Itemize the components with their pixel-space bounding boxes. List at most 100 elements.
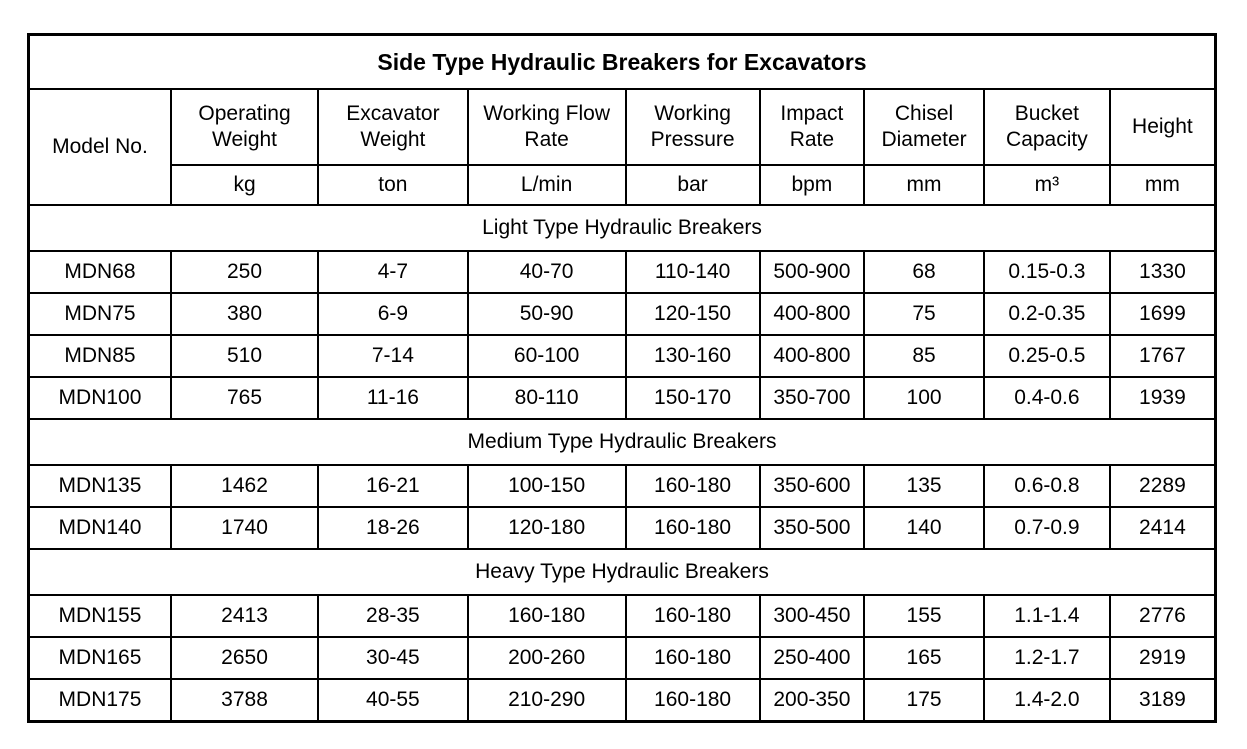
model-no-cell: MDN165 <box>27 636 172 680</box>
spec-value-cell: 2650 <box>169 636 320 680</box>
spec-value-cell: 120-150 <box>624 292 761 336</box>
spec-value-cell: 1939 <box>1108 376 1217 420</box>
header-name-row: Model No. Operating Weight Excavator Wei… <box>27 88 1217 206</box>
col-unit-operating-weight: kg <box>169 164 320 206</box>
spec-value-cell: 1.4-2.0 <box>982 678 1111 723</box>
spec-value-cell: 0.15-0.3 <box>982 250 1111 294</box>
spec-value-cell: 155 <box>863 594 985 638</box>
section-header-row: Heavy Type Hydraulic Breakers <box>27 548 1217 596</box>
spec-value-cell: 380 <box>169 292 320 336</box>
spec-value-cell: 80-110 <box>466 376 627 420</box>
spec-value-cell: 160-180 <box>624 636 761 680</box>
spec-value-cell: 2776 <box>1108 594 1217 638</box>
spec-value-cell: 1.2-1.7 <box>982 636 1111 680</box>
col-unit-working-flow-rate: L/min <box>466 164 627 206</box>
table-row: MDN155 2413 28-35 160-180 160-180 300-450 155 1… <box>27 594 1217 638</box>
spec-value-cell: 2414 <box>1108 506 1217 550</box>
spec-value-cell: 400-800 <box>758 292 866 336</box>
spec-value-cell: 0.2-0.35 <box>982 292 1111 336</box>
col-unit-working-pressure: bar <box>624 164 761 206</box>
col-header-working-pressure: Working Pressure <box>624 88 761 166</box>
spec-value-cell: 200-260 <box>466 636 627 680</box>
spec-value-cell: 765 <box>169 376 320 420</box>
spec-value-cell: 40-55 <box>317 678 469 723</box>
spec-value-cell: 30-45 <box>317 636 469 680</box>
spec-value-cell: 2919 <box>1108 636 1217 680</box>
spec-value-cell: 85 <box>863 334 985 378</box>
spec-value-cell: 160-180 <box>466 594 627 638</box>
table-body: Light Type Hydraulic Breakers MDN68 250 4-7… <box>27 204 1217 723</box>
spec-value-cell: 4-7 <box>317 250 469 294</box>
spec-value-cell: 0.25-0.5 <box>982 334 1111 378</box>
col-header-operating-weight: Operating Weight <box>169 88 320 166</box>
table-row: MDN140 1740 18-26 120-180 160-180 350-500 140 0… <box>27 506 1217 550</box>
spec-value-cell: 130-160 <box>624 334 761 378</box>
spec-value-cell: 160-180 <box>624 678 761 723</box>
spec-value-cell: 175 <box>863 678 985 723</box>
model-no-cell: MDN135 <box>27 464 172 508</box>
spec-value-cell: 28-35 <box>317 594 469 638</box>
spec-table-container: Side Type Hydraulic Breakers for Excavat… <box>27 33 1217 723</box>
breakers-spec-table: Side Type Hydraulic Breakers for Excavat… <box>27 33 1217 723</box>
spec-value-cell: 400-800 <box>758 334 866 378</box>
col-unit-impact-rate: bpm <box>758 164 866 206</box>
spec-value-cell: 100 <box>863 376 985 420</box>
spec-value-cell: 1740 <box>169 506 320 550</box>
spec-value-cell: 210-290 <box>466 678 627 723</box>
spec-value-cell: 150-170 <box>624 376 761 420</box>
spec-value-cell: 250-400 <box>758 636 866 680</box>
spec-value-cell: 68 <box>863 250 985 294</box>
model-no-cell: MDN85 <box>27 334 172 378</box>
spec-value-cell: 350-700 <box>758 376 866 420</box>
col-header-excavator-weight: Excavator Weight <box>317 88 469 166</box>
title-row: Side Type Hydraulic Breakers for Excavat… <box>27 33 1217 90</box>
spec-value-cell: 50-90 <box>466 292 627 336</box>
col-unit-height: mm <box>1108 164 1217 206</box>
spec-value-cell: 0.6-0.8 <box>982 464 1111 508</box>
spec-value-cell: 60-100 <box>466 334 627 378</box>
table-row: MDN75 380 6-9 50-90 120-150 400-800 75 0.2-0.35… <box>27 292 1217 336</box>
spec-value-cell: 1330 <box>1108 250 1217 294</box>
col-header-model-no: Model No. <box>27 88 172 206</box>
spec-value-cell: 40-70 <box>466 250 627 294</box>
spec-value-cell: 165 <box>863 636 985 680</box>
spec-value-cell: 510 <box>169 334 320 378</box>
spec-value-cell: 2289 <box>1108 464 1217 508</box>
section-label: Light Type Hydraulic Breakers <box>27 204 1217 252</box>
spec-value-cell: 0.7-0.9 <box>982 506 1111 550</box>
section-header-row: Light Type Hydraulic Breakers <box>27 204 1217 252</box>
model-no-cell: MDN100 <box>27 376 172 420</box>
table-row: MDN85 510 7-14 60-100 130-160 400-800 85 0.25-0… <box>27 334 1217 378</box>
spec-value-cell: 18-26 <box>317 506 469 550</box>
table-row: MDN68 250 4-7 40-70 110-140 500-900 68 0.15-0.3… <box>27 250 1217 294</box>
col-unit-excavator-weight: ton <box>317 164 469 206</box>
section-label: Medium Type Hydraulic Breakers <box>27 418 1217 466</box>
spec-value-cell: 160-180 <box>624 594 761 638</box>
spec-value-cell: 1.1-1.4 <box>982 594 1111 638</box>
spec-value-cell: 300-450 <box>758 594 866 638</box>
spec-value-cell: 500-900 <box>758 250 866 294</box>
section-header-row: Medium Type Hydraulic Breakers <box>27 418 1217 466</box>
spec-value-cell: 160-180 <box>624 506 761 550</box>
col-header-impact-rate: Impact Rate <box>758 88 866 166</box>
table-row: MDN175 3788 40-55 210-290 160-180 200-350 175 1… <box>27 678 1217 723</box>
table-row: MDN135 1462 16-21 100-150 160-180 350-600 135 0… <box>27 464 1217 508</box>
spec-value-cell: 16-21 <box>317 464 469 508</box>
spec-value-cell: 120-180 <box>466 506 627 550</box>
table-row: MDN165 2650 30-45 200-260 160-180 250-400 165 1… <box>27 636 1217 680</box>
spec-value-cell: 3788 <box>169 678 320 723</box>
model-no-cell: MDN140 <box>27 506 172 550</box>
model-no-cell: MDN155 <box>27 594 172 638</box>
model-no-cell: MDN75 <box>27 292 172 336</box>
spec-value-cell: 1699 <box>1108 292 1217 336</box>
spec-value-cell: 6-9 <box>317 292 469 336</box>
col-header-working-flow-rate: Working Flow Rate <box>466 88 627 166</box>
spec-value-cell: 200-350 <box>758 678 866 723</box>
table-row: MDN100 765 11-16 80-110 150-170 350-700 100 0.4… <box>27 376 1217 420</box>
spec-value-cell: 1462 <box>169 464 320 508</box>
header-unit-row: kg ton L/min bar bpm mm m³ mm <box>29 164 1217 206</box>
spec-value-cell: 350-600 <box>758 464 866 508</box>
spec-value-cell: 135 <box>863 464 985 508</box>
col-header-height: Height <box>1108 88 1217 166</box>
model-no-cell: MDN175 <box>27 678 172 723</box>
